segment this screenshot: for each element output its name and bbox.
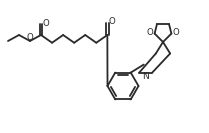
Text: O: O bbox=[43, 20, 49, 28]
Text: O: O bbox=[27, 33, 33, 42]
Text: N: N bbox=[142, 72, 149, 81]
Text: O: O bbox=[172, 28, 179, 37]
Text: O: O bbox=[109, 18, 116, 26]
Text: O: O bbox=[147, 28, 153, 37]
